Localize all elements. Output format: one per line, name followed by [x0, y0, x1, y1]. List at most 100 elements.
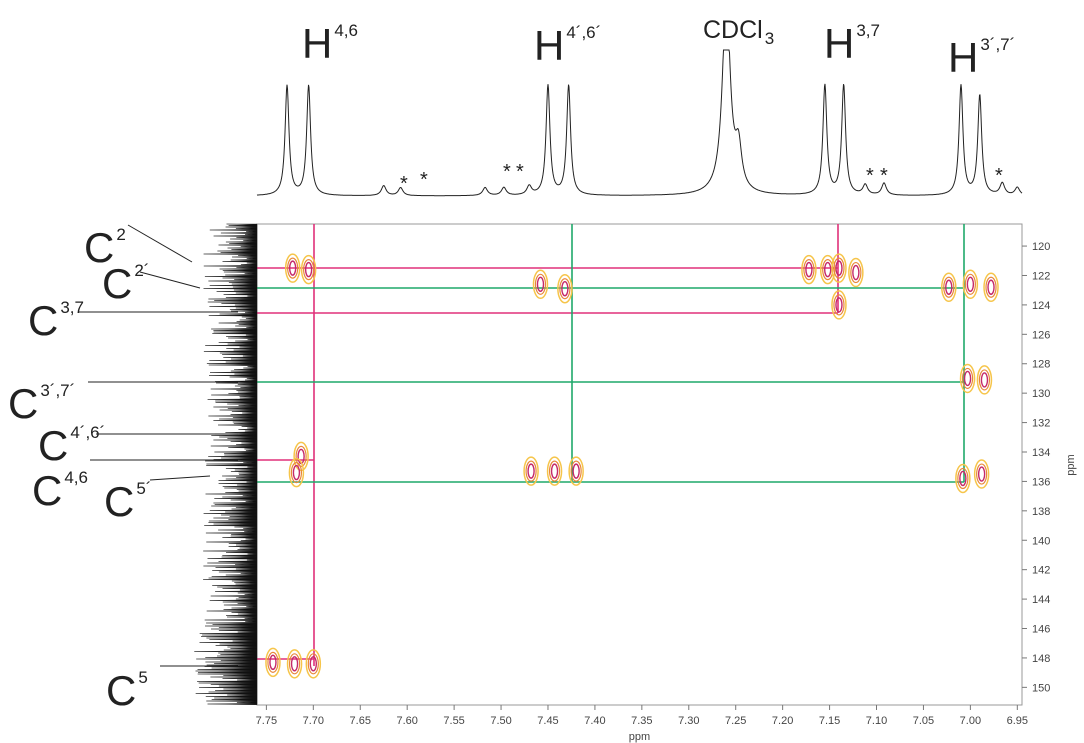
- contour-outer: [848, 257, 864, 288]
- x-tick-label: 7.40: [584, 715, 605, 727]
- cross-peak: [955, 463, 971, 494]
- contour-mid: [985, 276, 997, 298]
- label-sup: 4,6: [64, 468, 88, 487]
- contour-outer: [546, 456, 563, 486]
- peak: [290, 656, 299, 672]
- peak: [561, 281, 569, 297]
- peak: [550, 463, 559, 479]
- cross-peak: [831, 253, 847, 283]
- contour-mid: [943, 276, 955, 298]
- asterisk: *: [516, 161, 524, 183]
- cross-peak: [288, 457, 305, 488]
- cross-peak: [284, 253, 301, 283]
- contour-outer: [300, 254, 317, 285]
- contour-mid: [976, 463, 988, 485]
- cross-peak: [983, 272, 999, 303]
- y-tick-label: 126: [1032, 329, 1050, 341]
- cross-peak: [523, 456, 539, 486]
- peak: [945, 279, 953, 295]
- label-sub: 3: [765, 29, 774, 48]
- y-tick-label: 150: [1032, 682, 1050, 694]
- peak: [823, 261, 832, 278]
- contour-outer: [523, 456, 539, 486]
- cross-peak: [959, 363, 976, 394]
- x-tick-label: 7.05: [913, 715, 934, 727]
- label-base: C: [106, 667, 136, 714]
- cross-peak: [831, 290, 847, 320]
- y-tick-label: 148: [1032, 653, 1050, 665]
- y-tick-label: 134: [1032, 447, 1050, 459]
- x-tick-label: 7.20: [772, 715, 793, 727]
- y-tick-label: 146: [1032, 624, 1050, 636]
- label-base: H: [948, 34, 978, 81]
- label-sup: 4´,6´: [70, 423, 105, 442]
- contour-outer: [962, 269, 979, 300]
- x-tick-label: 6.95: [1007, 715, 1028, 727]
- x-tick-label: 7.10: [866, 715, 887, 727]
- peak: [288, 260, 297, 276]
- x-tick-label: 7.65: [350, 715, 371, 727]
- y-tick-label: 128: [1032, 359, 1050, 371]
- cross-peak: [941, 272, 957, 303]
- cross-peak: [801, 254, 817, 285]
- label-base: C: [8, 380, 38, 427]
- cross-peak: [976, 365, 993, 395]
- contour-outer: [265, 647, 281, 678]
- peak: [527, 463, 535, 479]
- x-tick-label: 7.25: [725, 715, 746, 727]
- contour-mid: [525, 460, 537, 482]
- asterisk: *: [400, 173, 408, 195]
- peak: [572, 463, 580, 479]
- label-base: C: [28, 297, 58, 344]
- label-sup: 4´,6´: [566, 23, 601, 42]
- plot-frame: [256, 223, 1023, 706]
- label-sup: 5´: [136, 479, 151, 498]
- contour-outer: [557, 273, 573, 304]
- peak: [309, 656, 318, 672]
- y-tick-label: 138: [1032, 506, 1050, 518]
- asterisk: *: [503, 161, 511, 183]
- x-tick-label: 7.50: [490, 715, 511, 727]
- contour-outer: [305, 649, 322, 679]
- label-base: H: [534, 22, 564, 69]
- contour-mid: [288, 653, 301, 675]
- label-base: C: [38, 422, 68, 469]
- y-tick-label: 120: [1032, 241, 1050, 253]
- contour-outer: [976, 365, 993, 395]
- x-tick-label: 7.00: [960, 715, 981, 727]
- contour-outer: [532, 269, 549, 300]
- contour-mid: [267, 651, 279, 673]
- contour-mid: [290, 461, 303, 484]
- contour-mid: [295, 445, 307, 468]
- contour-outer: [831, 253, 847, 283]
- label-sup: 3,7: [60, 298, 84, 317]
- peak-label: CDCl 3: [703, 16, 774, 48]
- label-sup: 4,6: [334, 21, 358, 40]
- peak-label: H 4,6: [302, 20, 358, 67]
- label-base: H: [824, 20, 854, 67]
- label-base: C: [32, 467, 62, 514]
- contour-outer: [959, 363, 976, 394]
- peak-label: C 3,7: [28, 297, 84, 344]
- peak-label: H 4´,6´: [534, 22, 601, 69]
- contour-mid: [803, 258, 815, 281]
- carbon-projection: [194, 223, 258, 705]
- peak: [852, 264, 860, 281]
- peak: [966, 276, 975, 293]
- y-tick-label: 130: [1032, 388, 1050, 400]
- y-tick-label: 122: [1032, 270, 1050, 282]
- label-sup: 2´: [134, 261, 149, 280]
- x-tick-label: 7.60: [396, 715, 417, 727]
- label-sup: 3,7: [856, 21, 880, 40]
- label-base: C: [104, 478, 134, 525]
- y-tick-label: 142: [1032, 565, 1050, 577]
- label-sup: 3´,7´: [40, 381, 75, 400]
- peak: [304, 261, 313, 278]
- correlation-lines: [257, 224, 965, 666]
- peak-label: C 4,6: [32, 467, 88, 514]
- label-sup: 2: [116, 225, 125, 244]
- label-base: C: [102, 260, 132, 307]
- peak: [987, 279, 995, 295]
- peak: [959, 470, 967, 487]
- peak-label: C 5´: [104, 478, 151, 525]
